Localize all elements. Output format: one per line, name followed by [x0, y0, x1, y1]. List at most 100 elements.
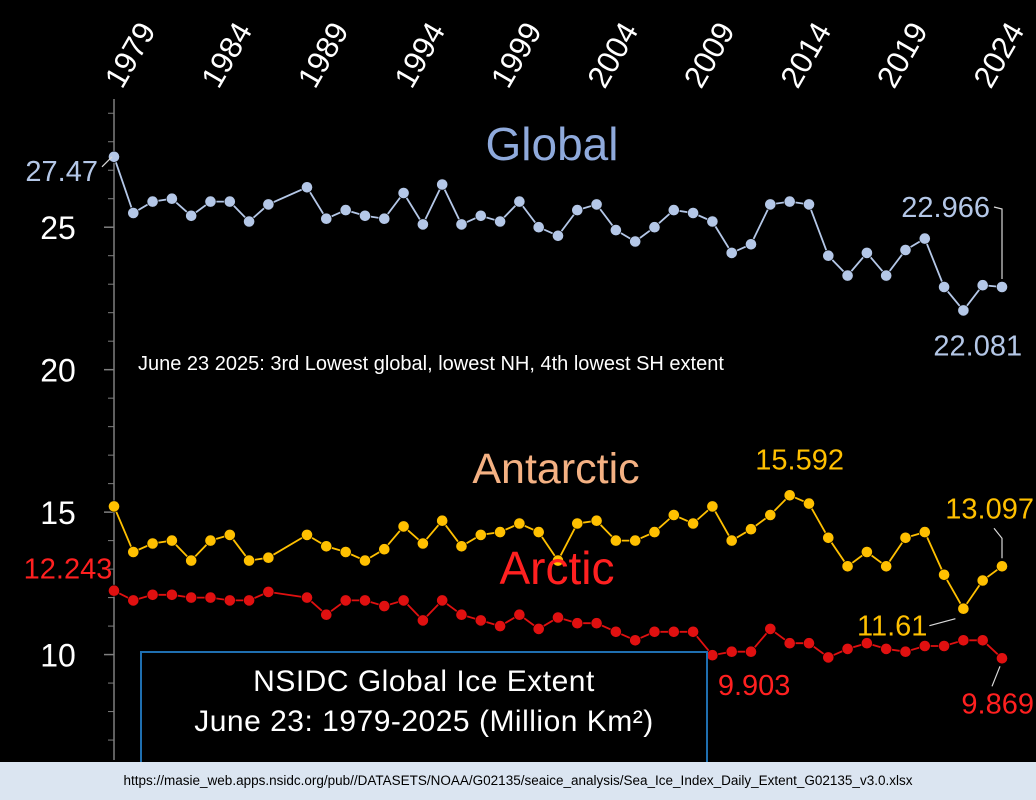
data-point [474, 614, 487, 627]
data-point [571, 204, 584, 216]
series-layer [108, 150, 1008, 665]
data-point [803, 497, 815, 510]
data-point [667, 625, 680, 638]
data-point [243, 554, 255, 567]
data-label: 9.903 [718, 670, 791, 702]
y-tick-label: 10 [40, 638, 76, 674]
data-point [185, 209, 198, 222]
data-label: 11.61 [857, 611, 927, 643]
data-point [918, 232, 931, 245]
data-point [436, 514, 449, 527]
data-point [146, 588, 159, 601]
data-label: 9.869 [961, 688, 1034, 720]
series-arctic [108, 584, 1008, 665]
data-point [571, 617, 584, 630]
data-point [532, 623, 545, 635]
data-point [532, 526, 545, 538]
series-line [113, 494, 1003, 611]
data-point [339, 204, 352, 216]
series-label-arctic: Arctic [500, 542, 615, 594]
source-url-footer: https://masie_web.apps.nsidc.org/pub//DA… [0, 762, 1036, 800]
chart-annotation: June 23 2025: 3rd Lowest global, lowest … [138, 353, 724, 375]
x-tick-label: 2019 [870, 16, 935, 93]
data-point [880, 560, 893, 573]
data-point [822, 249, 835, 262]
x-tick-label: 1999 [484, 16, 549, 93]
y-axis-tick-labels: 10 15 20 25 [40, 210, 76, 673]
data-point [610, 534, 622, 547]
data-point [841, 269, 854, 282]
data-point [706, 215, 719, 228]
data-point [494, 620, 506, 632]
series-line [113, 156, 1003, 312]
data-point [571, 517, 584, 530]
label-leader-line [991, 666, 1001, 687]
x-tick-label: 2014 [773, 16, 838, 93]
data-point [243, 594, 255, 607]
data-point [706, 500, 719, 513]
data-point [416, 614, 429, 627]
data-point [996, 281, 1008, 293]
data-point [436, 594, 449, 607]
data-point [648, 526, 661, 538]
label-leader-line [101, 156, 113, 168]
data-point [938, 281, 950, 293]
series-label-global: Global [486, 118, 619, 170]
data-point [146, 195, 159, 208]
data-point [687, 625, 699, 638]
x-tick-label: 1994 [387, 16, 452, 93]
x-tick-label: 2009 [677, 16, 742, 93]
data-point [918, 526, 931, 538]
data-point [861, 246, 873, 259]
data-point [880, 269, 893, 282]
data-point [629, 534, 642, 547]
data-point [165, 534, 178, 547]
data-point [706, 649, 719, 662]
data-point [745, 238, 757, 251]
data-point [880, 643, 893, 655]
data-point [552, 554, 564, 567]
data-point [783, 489, 796, 502]
data-point [455, 218, 468, 231]
data-point [725, 246, 738, 259]
data-point [146, 537, 159, 550]
data-point [223, 594, 236, 607]
data-point [301, 529, 313, 541]
data-point [764, 198, 777, 211]
label-leader-line [993, 206, 1003, 279]
data-point [610, 224, 622, 236]
y-tick-label: 20 [40, 353, 76, 389]
data-point [185, 591, 198, 604]
data-point [725, 645, 738, 658]
data-point [359, 209, 371, 222]
data-label: 13.097 [945, 493, 1034, 525]
data-point [745, 645, 757, 658]
data-point [339, 594, 352, 607]
x-tick-label: 2024 [966, 16, 1031, 93]
data-point [996, 652, 1008, 665]
data-point [513, 608, 526, 621]
data-point [976, 634, 989, 647]
data-point [127, 546, 140, 558]
data-point [262, 586, 275, 598]
data-point [397, 187, 410, 199]
data-point [610, 625, 622, 638]
data-label: 22.966 [901, 192, 990, 224]
x-tick-label: 1984 [194, 16, 259, 93]
data-point [957, 634, 970, 647]
data-point [957, 304, 970, 317]
data-point [243, 215, 255, 228]
data-point [667, 204, 680, 216]
data-point [764, 623, 777, 635]
data-point [783, 195, 796, 208]
x-tick-label: 1979 [98, 16, 163, 93]
data-point [204, 534, 217, 547]
data-point [899, 531, 912, 544]
data-point [185, 554, 198, 567]
data-point [397, 594, 410, 607]
x-tick-label: 1989 [291, 16, 356, 93]
data-point [378, 600, 391, 612]
data-point [745, 523, 757, 536]
data-point [416, 218, 429, 231]
data-point [552, 611, 564, 624]
